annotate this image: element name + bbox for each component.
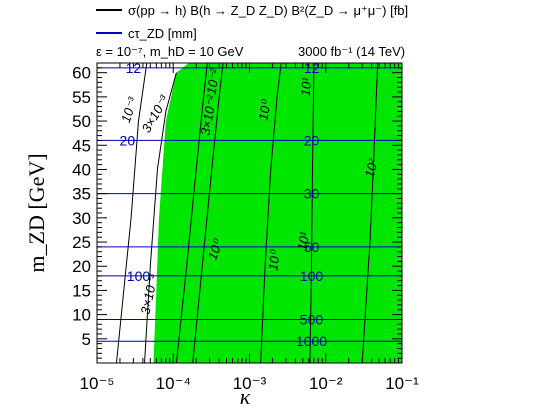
y-tick-label-1: 10 xyxy=(72,306,91,325)
contour-label-5: 10⁰ xyxy=(255,98,273,122)
sigma-contour-1 xyxy=(144,72,177,363)
x-tick-label-2: 10⁻³ xyxy=(233,374,267,393)
y-tick-label-2: 15 xyxy=(72,281,91,300)
contour-label-4: 10⁻² xyxy=(203,67,222,96)
contour-label-7: 10¹ xyxy=(298,76,315,97)
x-tick-label-0: 10⁻⁵ xyxy=(80,374,115,393)
y-tick-label-9: 50 xyxy=(72,112,91,131)
y-tick-label-4: 25 xyxy=(72,233,91,252)
ctau-contours: 12 12 20 20 30 50 100 100 500 1000 xyxy=(97,60,402,349)
x-tick-label-3: 10⁻² xyxy=(309,374,343,393)
x-tick-label-4: 10⁻¹ xyxy=(385,374,419,393)
contour-label-6: 10⁰ xyxy=(205,237,226,262)
contour-label-10: 10² xyxy=(362,157,382,180)
excluded-region xyxy=(153,63,402,363)
y-tick-label-0: 5 xyxy=(82,330,91,349)
sigma-contours xyxy=(115,63,379,363)
y-axis-title: m_ZD [GeV] xyxy=(24,153,49,272)
y-tick-label-3: 20 xyxy=(72,257,91,276)
x-tick-label-1: 10⁻⁴ xyxy=(156,374,191,393)
y-tick-label-6: 35 xyxy=(72,185,91,204)
y-tick-label-8: 45 xyxy=(72,136,91,155)
sigma-contour-2 xyxy=(192,63,224,363)
ctau-label-2-0: 30 xyxy=(304,186,320,202)
ctau-label-5-0: 500 xyxy=(300,311,324,327)
ctau-label-1-0: 20 xyxy=(120,132,136,148)
y-tick-label-7: 40 xyxy=(72,160,91,179)
ctau-label-0-1: 12 xyxy=(304,60,320,76)
sigma-contour-5 xyxy=(309,63,315,363)
sigma-contour-0 xyxy=(115,63,148,363)
y-tick-label-5: 30 xyxy=(72,209,91,228)
ctau-label-4-0: 100 xyxy=(127,268,151,284)
contour-label-9: 10⁰ xyxy=(265,248,283,271)
legend-epsilon-mass: ε = 10⁻⁷, m_hD = 10 GeV xyxy=(96,44,244,59)
contour-label-3: 3×10⁻² xyxy=(197,94,219,137)
legend-lumi: 3000 fb⁻¹ (14 TeV) xyxy=(298,44,405,59)
ctau-label-3-0: 50 xyxy=(304,239,320,255)
sigma-contour-4 xyxy=(260,63,282,363)
sigma-contour-3 xyxy=(175,63,208,363)
ctau-label-6-0: 1000 xyxy=(296,333,327,349)
y-tick-label-11: 60 xyxy=(72,64,91,83)
legend-label-ctau: cτ_ZD [mm] xyxy=(128,26,197,41)
ctau-label-1-1: 20 xyxy=(304,132,320,148)
contour-label-8: 10¹ xyxy=(294,230,312,252)
ctau-label-4-1: 100 xyxy=(300,268,324,284)
ctau-label-0-0: 12 xyxy=(126,60,142,76)
x-axis-title: κ xyxy=(240,384,251,409)
y-tick-label-10: 55 xyxy=(72,88,91,107)
sigma-contour-6 xyxy=(361,63,379,363)
legend: σ(pp → h) B(h → Z_D Z_D) B²(Z_D → μ⁺μ⁻) … xyxy=(96,3,408,59)
axis-ticks: 10⁻⁵ 10⁻⁴ 10⁻³ 10⁻² 10⁻¹ 5 10 15 20 25 30 35 40 45 50 5… xyxy=(72,63,419,393)
legend-label-sigma: σ(pp → h) B(h → Z_D Z_D) B²(Z_D → μ⁺μ⁻) … xyxy=(128,3,408,18)
